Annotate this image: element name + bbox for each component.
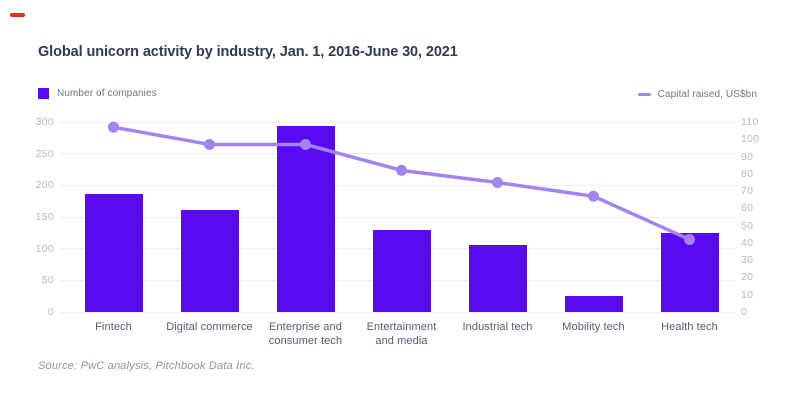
right-axis-tick-label: 110 bbox=[741, 116, 759, 128]
bar bbox=[276, 126, 335, 312]
line-legend-label: Capital raised, US$bn bbox=[657, 89, 757, 100]
x-axis-category-label-line: Entertainment bbox=[366, 321, 437, 333]
source-note: Source: PwC analysis, Pitchbook Data Inc… bbox=[38, 360, 255, 372]
x-axis-category-label-line: Digital commerce bbox=[166, 321, 253, 333]
right-axis-tick-label: 30 bbox=[741, 254, 754, 267]
left-axis-tick-label: 0 bbox=[47, 306, 54, 318]
left-axis-tick-label: 250 bbox=[35, 147, 54, 160]
left-axis-tick-label: 300 bbox=[35, 116, 54, 128]
line-point-marker bbox=[108, 121, 119, 133]
x-axis-category-label-line: Industrial tech bbox=[462, 321, 533, 333]
gridline bbox=[60, 184, 735, 186]
x-axis-category-label: Industrial tech bbox=[448, 321, 548, 335]
right-axis-tick-label: 40 bbox=[741, 236, 754, 249]
capital-raised-line bbox=[111, 125, 692, 242]
line-point-marker bbox=[396, 164, 407, 176]
bar bbox=[660, 232, 719, 312]
gridline bbox=[60, 153, 735, 155]
x-axis-category-label-line: Mobility tech bbox=[562, 321, 625, 333]
legend-number-of-companies: Number of companies bbox=[38, 88, 157, 99]
right-axis-tick-label: 70 bbox=[741, 185, 754, 198]
right-axis-tick-label: 10 bbox=[741, 288, 754, 301]
x-axis-category-label-line: and media bbox=[375, 334, 428, 347]
right-axis-tick-label: 100 bbox=[741, 133, 760, 146]
x-axis-category-label: Entertainment and media bbox=[352, 321, 452, 348]
left-axis-tick-label: 50 bbox=[41, 274, 54, 287]
line-point-marker bbox=[684, 233, 695, 245]
legend-capital-raised: Capital raised, US$bn bbox=[637, 89, 757, 100]
gridline bbox=[60, 121, 735, 123]
bar bbox=[372, 229, 431, 312]
x-axis-category-label-line: Enterprise and bbox=[269, 321, 342, 333]
left-axis-tick-label: 200 bbox=[35, 179, 54, 192]
line-legend-dash-icon bbox=[637, 93, 651, 96]
line-point-marker bbox=[492, 176, 503, 188]
chart-title: Global unicorn activity by industry, Jan… bbox=[38, 44, 458, 60]
right-axis-tick-label: 90 bbox=[741, 150, 754, 163]
line-point-marker bbox=[204, 138, 215, 150]
x-axis-category-label: Digital commerce bbox=[160, 321, 260, 335]
x-axis-category-label: Health tech bbox=[640, 321, 740, 335]
x-axis-category-label: Enterprise and consumer tech bbox=[256, 321, 356, 348]
bar bbox=[564, 295, 623, 312]
bar-legend-label: Number of companies bbox=[57, 88, 157, 99]
line-point-marker bbox=[588, 190, 599, 202]
bar bbox=[180, 210, 239, 312]
brand-dash bbox=[10, 13, 25, 17]
left-axis-tick-label: 100 bbox=[35, 242, 54, 255]
x-axis-category-label: Mobility tech bbox=[544, 321, 644, 335]
line-point-marker bbox=[300, 138, 311, 150]
x-axis-category-label: Fintech bbox=[64, 321, 164, 335]
bar bbox=[84, 193, 143, 312]
x-axis-category-label-line: Fintech bbox=[95, 321, 132, 333]
left-axis-tick-label: 150 bbox=[35, 211, 54, 223]
right-axis-tick-label: 0 bbox=[741, 306, 748, 318]
x-axis-category-label-line: Health tech bbox=[661, 321, 718, 333]
x-axis-category-label-line: consumer tech bbox=[268, 334, 343, 347]
right-axis-tick-label: 60 bbox=[741, 202, 754, 215]
gridline bbox=[60, 216, 735, 218]
bar bbox=[468, 244, 527, 312]
right-axis-tick-label: 50 bbox=[741, 219, 754, 232]
bar-legend-swatch-icon bbox=[38, 88, 49, 99]
right-axis-tick-label: 80 bbox=[741, 167, 754, 180]
gridline bbox=[60, 311, 735, 313]
right-axis-tick-label: 20 bbox=[741, 271, 754, 284]
